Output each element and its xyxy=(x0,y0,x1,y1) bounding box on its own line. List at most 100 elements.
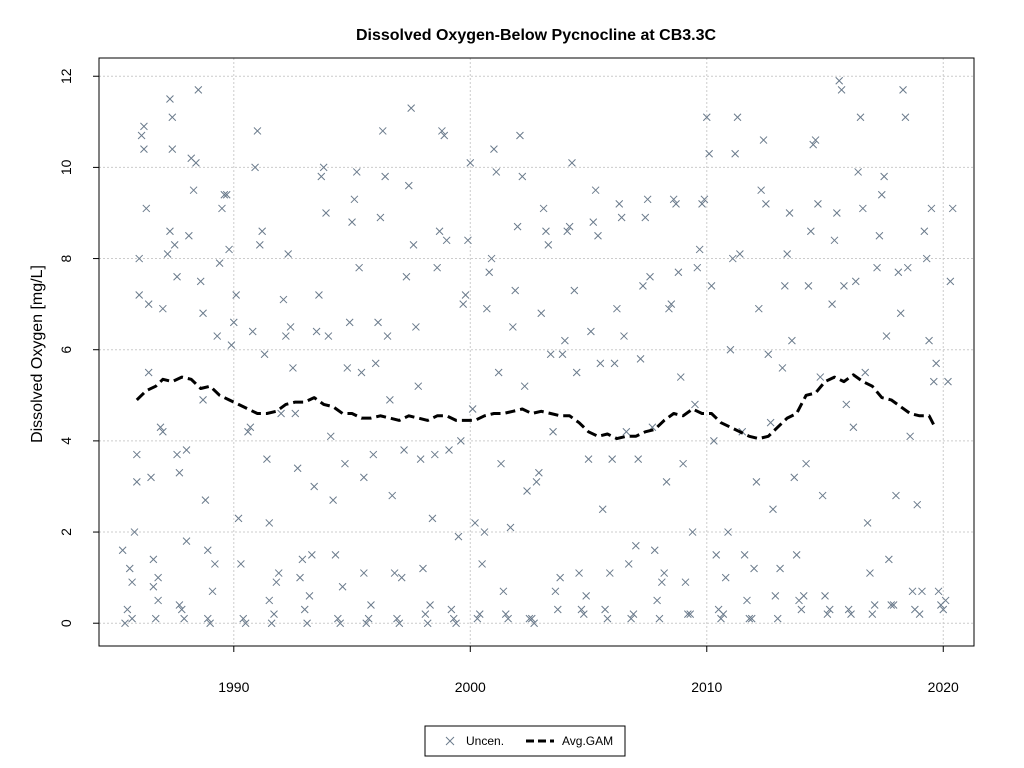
data-point xyxy=(289,364,297,372)
data-point xyxy=(608,455,617,463)
data-point xyxy=(889,601,898,609)
data-point xyxy=(440,131,449,140)
data-point xyxy=(319,163,328,172)
data-point xyxy=(312,327,321,336)
data-point xyxy=(577,605,586,614)
data-point xyxy=(913,500,922,509)
data-point xyxy=(745,614,754,623)
data-point xyxy=(144,300,153,308)
data-point xyxy=(386,396,394,404)
data-point xyxy=(374,318,382,327)
data-point xyxy=(272,578,281,587)
data-point xyxy=(743,596,751,605)
data-point xyxy=(551,587,560,596)
data-point xyxy=(821,592,829,600)
data-point xyxy=(400,446,408,454)
data-point xyxy=(475,610,484,618)
data-point xyxy=(449,614,458,623)
data-point xyxy=(672,200,680,208)
data-point xyxy=(341,459,349,468)
data-point xyxy=(712,550,721,559)
data-point xyxy=(232,291,241,299)
data-point xyxy=(646,272,654,281)
data-point xyxy=(591,186,600,195)
data-point xyxy=(868,610,877,618)
data-point xyxy=(461,291,470,299)
data-point xyxy=(185,231,193,240)
data-point xyxy=(847,610,855,618)
data-point xyxy=(360,569,368,577)
data-point xyxy=(137,131,146,140)
data-point xyxy=(788,336,796,345)
data-point xyxy=(572,368,581,377)
data-point xyxy=(885,555,893,564)
data-point xyxy=(811,136,820,144)
data-point xyxy=(485,268,494,277)
data-point xyxy=(125,564,134,573)
data-point xyxy=(830,236,839,245)
data-point xyxy=(156,423,165,432)
data-point xyxy=(118,546,127,555)
data-point xyxy=(471,519,479,527)
data-point xyxy=(140,145,148,154)
data-point xyxy=(128,578,136,587)
legend-label-gam: Avg.GAM xyxy=(562,734,613,748)
data-point xyxy=(144,368,153,377)
data-point xyxy=(277,409,285,418)
x-tick-label: 1990 xyxy=(218,679,249,695)
data-point xyxy=(733,113,742,122)
data-point xyxy=(861,368,870,377)
y-tick-label: 4 xyxy=(58,437,74,445)
data-point xyxy=(149,555,158,564)
data-point xyxy=(329,496,337,504)
data-point xyxy=(414,382,423,391)
data-point xyxy=(378,127,387,135)
data-point xyxy=(946,277,955,286)
data-point xyxy=(676,373,685,381)
data-point xyxy=(740,550,749,559)
data-point xyxy=(582,592,591,600)
data-point xyxy=(421,610,430,618)
data-point xyxy=(627,614,635,623)
data-point xyxy=(681,578,690,587)
data-point xyxy=(835,76,844,85)
data-point xyxy=(832,209,841,217)
data-point xyxy=(345,318,354,327)
gam-line xyxy=(135,373,936,441)
data-point xyxy=(579,610,588,618)
data-point xyxy=(177,605,186,614)
data-point xyxy=(927,204,936,213)
data-point xyxy=(182,537,191,546)
data-point xyxy=(589,218,598,226)
data-point xyxy=(613,304,621,313)
data-point xyxy=(778,364,787,372)
data-point xyxy=(620,332,628,340)
data-point xyxy=(631,541,640,550)
data-point xyxy=(383,332,392,340)
data-point xyxy=(783,250,792,258)
data-point xyxy=(650,546,659,555)
data-point xyxy=(208,587,217,596)
data-point xyxy=(402,272,411,281)
data-point xyxy=(724,528,732,536)
scatter-points xyxy=(118,76,957,628)
data-point xyxy=(686,610,695,618)
data-point xyxy=(218,204,226,213)
data-point xyxy=(147,473,155,482)
data-point xyxy=(892,491,900,500)
data-point xyxy=(464,236,472,245)
data-point xyxy=(752,478,761,486)
data-point xyxy=(291,409,300,418)
data-point xyxy=(754,304,763,313)
data-point xyxy=(665,304,673,313)
data-point xyxy=(641,213,650,222)
data-point xyxy=(132,450,141,459)
data-point xyxy=(263,455,271,463)
data-point xyxy=(854,168,862,176)
data-point xyxy=(352,168,361,176)
data-point xyxy=(501,610,510,618)
data-point xyxy=(234,514,243,523)
data-point xyxy=(553,605,562,614)
data-point xyxy=(130,528,139,536)
data-point xyxy=(563,227,572,236)
